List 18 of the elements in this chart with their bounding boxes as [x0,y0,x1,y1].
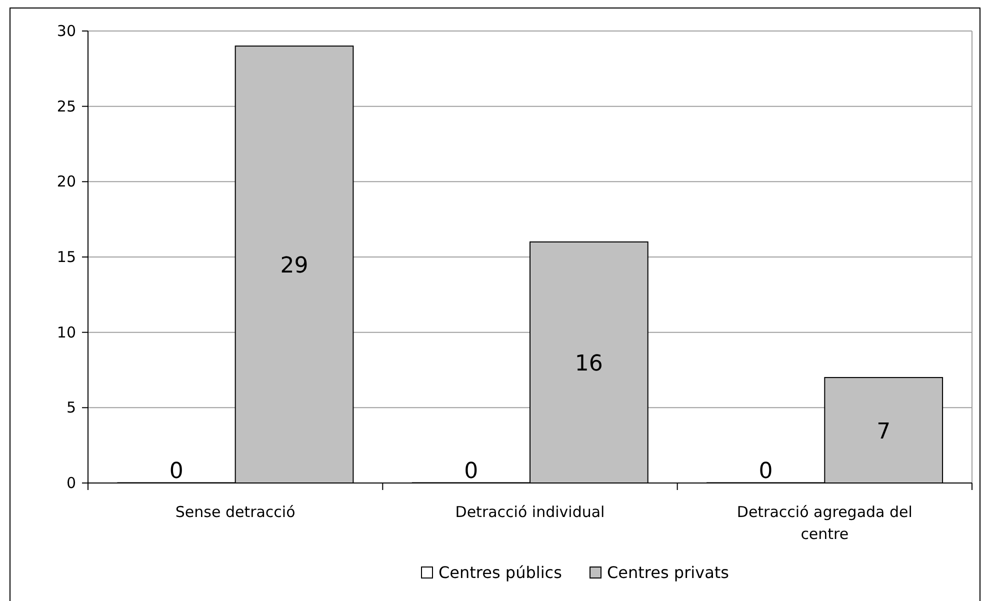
y-tick-label: 25 [56,97,76,116]
data-label: 16 [574,351,603,376]
y-tick-label: 15 [56,248,76,266]
legend-label: Centres públics [438,563,562,582]
y-tick-label: 0 [66,474,76,492]
legend-label: Centres privats [607,563,729,582]
x-tick-label: Sense detracció [175,503,296,521]
data-label: 0 [169,459,184,484]
y-tick-label: 5 [66,398,76,417]
y-tick-label: 20 [56,172,76,191]
data-label: 0 [758,459,773,484]
data-label: 7 [876,419,891,444]
x-tick-label: Detracció agregada del centre [736,503,912,543]
x-tick-label: Detracció individual [455,503,605,521]
data-label: 0 [464,459,478,484]
data-label: 29 [280,254,308,279]
y-tick-label: 10 [56,323,76,342]
y-tick-label: 30 [56,22,76,40]
